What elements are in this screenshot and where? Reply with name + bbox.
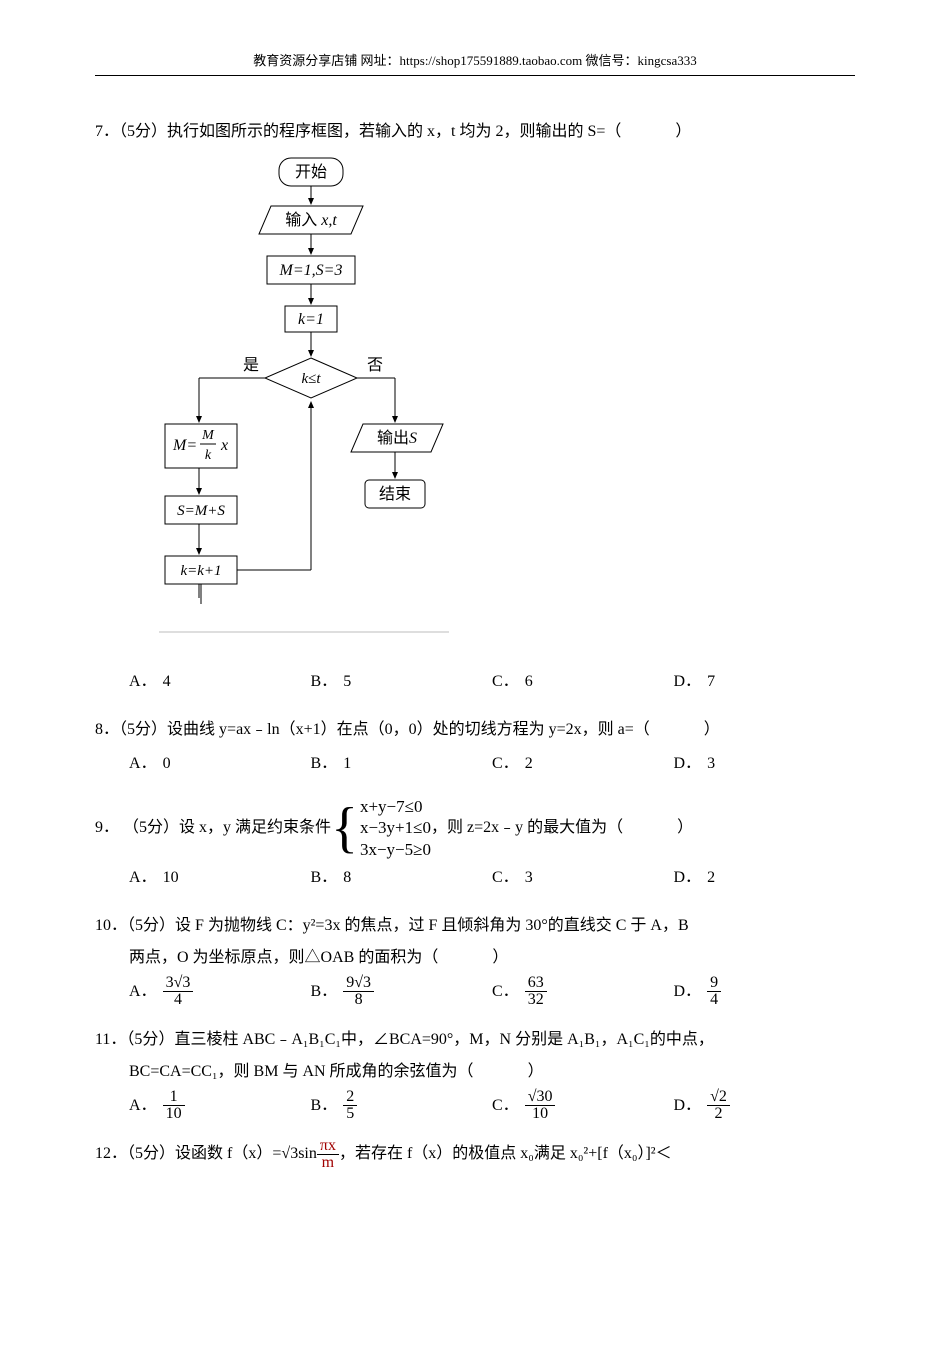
answer-blank <box>438 942 492 974</box>
option-b: B．5 <box>311 664 493 700</box>
q7-text: 执行如图所示的程序框图，若输入的 x，t 均为 2，则输出的 S=（ <box>167 123 621 140</box>
fraction: 3√34 <box>163 975 194 1008</box>
option-a: A．0 <box>129 746 311 782</box>
fraction: πxm <box>317 1138 339 1171</box>
question-11: 11．（5分）直三棱柱 ABC﹣A₁B₁C₁中，∠BCA=90°，M，N 分别是… <box>95 1024 855 1124</box>
option-c: C．6332 <box>492 974 674 1010</box>
q12-stem: 12．（5分）设函数 f（x）=√3sinπxm，若存在 f（x）的极值点 x₀… <box>95 1138 855 1171</box>
fraction: 110 <box>163 1089 185 1122</box>
header-url: https://shop175591889.taobao.com <box>400 53 583 68</box>
svg-text:k=1: k=1 <box>298 311 324 328</box>
fraction: √3010 <box>525 1089 556 1122</box>
answer-blank <box>623 812 677 844</box>
option-d: D．2 <box>674 860 856 896</box>
question-12: 12．（5分）设函数 f（x）=√3sinπxm，若存在 f（x）的极值点 x₀… <box>95 1138 855 1171</box>
q7-number: 7．（5分） <box>95 123 167 140</box>
option-a: A．3√34 <box>129 974 311 1010</box>
q7-options: A．4 B．5 C．6 D．7 <box>95 664 855 700</box>
q8-text: 设曲线 y=ax﹣ln（x+1）在点（0，0）处的切线方程为 y=2x，则 a=… <box>167 721 650 738</box>
svg-text:结束: 结束 <box>379 485 411 503</box>
question-7: 7．（5分）执行如图所示的程序框图，若输入的 x，t 均为 2，则输出的 S=（… <box>95 116 855 700</box>
svg-text:S=M+S: S=M+S <box>177 503 225 519</box>
svg-text:M: M <box>201 428 215 443</box>
option-d: D．√22 <box>674 1088 856 1124</box>
svg-text:开始: 开始 <box>295 163 327 181</box>
header-text-left: 教育资源分享店铺 网址： <box>253 53 399 68</box>
page-container: 教育资源分享店铺 网址：https://shop175591889.taobao… <box>0 0 950 1245</box>
svg-text:输出S: 输出S <box>377 429 417 447</box>
option-b: B．1 <box>311 746 493 782</box>
question-10: 10．（5分）设 F 为抛物线 C：y²=3x 的焦点，过 F 且倾斜角为 30… <box>95 910 855 1010</box>
page-header: 教育资源分享店铺 网址：https://shop175591889.taobao… <box>95 50 855 76</box>
q11-stem: 11．（5分）直三棱柱 ABC﹣A₁B₁C₁中，∠BCA=90°，M，N 分别是… <box>95 1024 855 1056</box>
q7-close: ） <box>675 123 691 140</box>
header-text-right: 微信号：kingcsa333 <box>582 53 696 68</box>
q8-stem: 8．（5分）设曲线 y=ax﹣ln（x+1）在点（0，0）处的切线方程为 y=2… <box>95 714 855 746</box>
fraction: 94 <box>707 975 721 1008</box>
answer-blank <box>474 1056 528 1088</box>
svg-text:M=1,S=3: M=1,S=3 <box>279 262 343 279</box>
option-a: A．4 <box>129 664 311 700</box>
option-c: C．2 <box>492 746 674 782</box>
fraction: 25 <box>343 1089 357 1122</box>
q10-options: A．3√34 B．9√38 C．6332 D．94 <box>95 974 855 1010</box>
q8-options: A．0 B．1 C．2 D．3 <box>95 746 855 782</box>
svg-text:输入 x,t: 输入 x,t <box>285 211 337 229</box>
fraction: √22 <box>707 1089 730 1122</box>
option-b: B．25 <box>311 1088 493 1124</box>
flowchart-svg: 开始 输入 x,t M=1,S=3 k=1 k≤t 是 <box>159 156 449 646</box>
q11-options: A．110 B．25 C．√3010 D．√22 <box>95 1088 855 1124</box>
option-b: B．9√38 <box>311 974 493 1010</box>
answer-blank <box>621 116 675 148</box>
question-9: 9． （5分）设 x，y 满足约束条件 { x+y−7≤0 x−3y+1≤0 3… <box>95 796 855 896</box>
option-b: B．8 <box>311 860 493 896</box>
svg-text:k=k+1: k=k+1 <box>180 563 221 579</box>
svg-text:k≤t: k≤t <box>301 371 321 387</box>
option-d: D．7 <box>674 664 856 700</box>
q10-stem: 10．（5分）设 F 为抛物线 C：y²=3x 的焦点，过 F 且倾斜角为 30… <box>95 910 855 942</box>
fraction: 6332 <box>525 975 547 1008</box>
q9-stem: 9． （5分）设 x，y 满足约束条件 { x+y−7≤0 x−3y+1≤0 3… <box>95 796 855 860</box>
option-d: D．3 <box>674 746 856 782</box>
svg-text:否: 否 <box>367 357 383 374</box>
svg-text:x: x <box>220 437 228 454</box>
svg-text:是: 是 <box>243 357 259 374</box>
flowchart: 开始 输入 x,t M=1,S=3 k=1 k≤t 是 <box>95 156 855 646</box>
option-a: A．110 <box>129 1088 311 1124</box>
question-8: 8．（5分）设曲线 y=ax﹣ln（x+1）在点（0，0）处的切线方程为 y=2… <box>95 714 855 782</box>
option-d: D．94 <box>674 974 856 1010</box>
q9-options: A．10 B．8 C．3 D．2 <box>95 860 855 896</box>
q10-stem-line2: 两点，O 为坐标原点，则△OAB 的面积为（ ） <box>95 942 855 974</box>
answer-blank <box>650 714 704 746</box>
svg-text:M=: M= <box>172 437 197 454</box>
left-brace-icon: { <box>331 800 358 856</box>
option-a: A．10 <box>129 860 311 896</box>
svg-text:k: k <box>205 448 212 463</box>
q7-stem: 7．（5分）执行如图所示的程序框图，若输入的 x，t 均为 2，则输出的 S=（… <box>95 116 855 148</box>
sqrt3: √3 <box>281 1138 298 1170</box>
option-c: C．3 <box>492 860 674 896</box>
option-c: C．6 <box>492 664 674 700</box>
constraint-system: { x+y−7≤0 x−3y+1≤0 3x−y−5≥0 <box>331 796 431 860</box>
q11-stem-line2: BC=CA=CC₁，则 BM 与 AN 所成角的余弦值为（ ） <box>95 1056 855 1088</box>
fraction: 9√38 <box>343 975 374 1008</box>
option-c: C．√3010 <box>492 1088 674 1124</box>
